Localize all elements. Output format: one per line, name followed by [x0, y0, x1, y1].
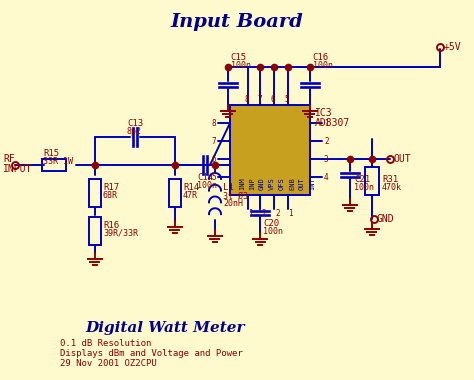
Text: OFS: OFS: [279, 177, 285, 190]
Text: GND: GND: [377, 214, 395, 224]
Text: 3: 3: [324, 155, 328, 163]
Text: 1: 1: [248, 209, 253, 217]
Text: C20: C20: [264, 218, 280, 228]
Text: INPUT: INPUT: [3, 164, 32, 174]
Text: C14: C14: [197, 173, 213, 182]
Text: 33R 1W: 33R 1W: [43, 157, 73, 166]
Text: 7: 7: [257, 95, 262, 104]
Text: VPS: VPS: [269, 177, 275, 190]
Text: 100n: 100n: [264, 226, 283, 236]
Bar: [230, 105, 310, 195]
Text: INM: INM: [239, 177, 245, 190]
Text: C15: C15: [230, 52, 247, 62]
Text: 7: 7: [211, 136, 216, 146]
Bar: [365, 167, 379, 195]
Text: L1: L1: [223, 184, 234, 193]
Text: 100n: 100n: [354, 182, 374, 192]
Bar: [89, 179, 101, 207]
Text: 2: 2: [275, 209, 280, 217]
Text: Input Board: Input Board: [171, 13, 303, 31]
Text: 1: 1: [289, 209, 293, 217]
Text: 8: 8: [211, 119, 216, 128]
Text: 47R: 47R: [183, 190, 198, 200]
Text: R15: R15: [43, 149, 59, 157]
Text: 8p2: 8p2: [127, 127, 142, 136]
Text: R16: R16: [103, 220, 119, 230]
Bar: [89, 217, 101, 245]
Text: Displays dBm and Voltage and Power: Displays dBm and Voltage and Power: [60, 350, 243, 358]
Text: OUT: OUT: [299, 177, 305, 190]
Text: R14: R14: [183, 182, 199, 192]
Text: 100n: 100n: [312, 60, 333, 70]
Text: ENB: ENB: [289, 177, 295, 190]
Text: IC3: IC3: [315, 108, 333, 118]
Text: 6: 6: [211, 155, 216, 163]
Bar: [42, 159, 66, 171]
Text: Digital Watt Meter: Digital Watt Meter: [85, 321, 245, 335]
Text: 8: 8: [244, 95, 249, 104]
Text: 4: 4: [324, 173, 328, 182]
Text: 100n: 100n: [197, 180, 217, 190]
Text: INP: INP: [249, 177, 255, 190]
Text: R31: R31: [382, 174, 398, 184]
Text: 68R: 68R: [103, 190, 118, 200]
Text: 100n: 100n: [230, 60, 251, 70]
Text: 5: 5: [284, 95, 289, 104]
Bar: [169, 179, 181, 207]
Text: 470k: 470k: [382, 182, 402, 192]
Text: 2: 2: [324, 136, 328, 146]
Text: OUT: OUT: [394, 154, 411, 164]
Text: C21: C21: [354, 174, 370, 184]
Text: AD8307: AD8307: [315, 118, 350, 128]
Text: C13: C13: [127, 119, 143, 128]
Text: 29 Nov 2001 OZ2CPU: 29 Nov 2001 OZ2CPU: [60, 359, 157, 369]
Text: INT: INT: [309, 177, 315, 190]
Text: 20nH: 20nH: [223, 200, 243, 209]
Text: R17: R17: [103, 182, 119, 192]
Text: C16: C16: [312, 52, 329, 62]
Text: GND: GND: [259, 177, 265, 190]
Text: 5: 5: [211, 173, 216, 182]
Text: 39R/33R: 39R/33R: [103, 228, 138, 238]
Text: 2: 2: [261, 209, 266, 217]
Text: 6: 6: [271, 95, 275, 104]
Text: RF: RF: [3, 154, 15, 164]
Text: 1: 1: [324, 119, 328, 128]
Text: 0.1 dB Resolution: 0.1 dB Resolution: [60, 339, 151, 348]
Text: +5V: +5V: [444, 42, 462, 52]
Text: 3t Ø3: 3t Ø3: [223, 192, 248, 201]
